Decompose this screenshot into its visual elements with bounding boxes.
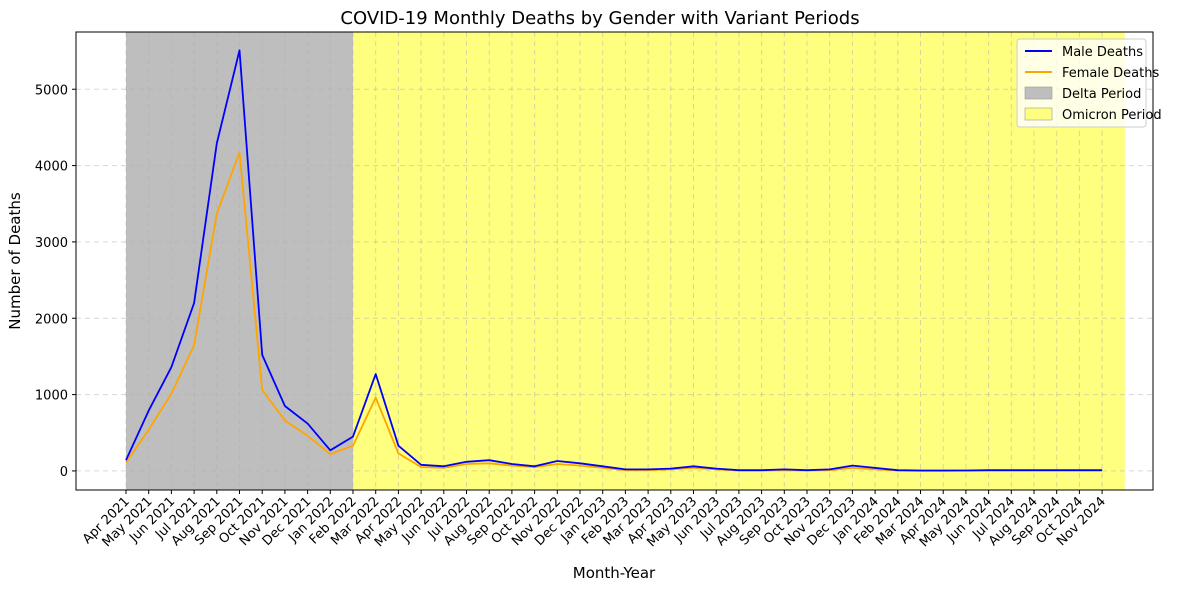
y-axis-label: Number of Deaths — [6, 192, 24, 330]
y-tick-label: 1000 — [35, 389, 68, 404]
legend-swatch — [1024, 86, 1053, 100]
legend-swatch — [1024, 107, 1053, 121]
legend-label: Male Deaths — [1062, 45, 1143, 60]
y-tick-label: 4000 — [35, 160, 68, 175]
y-tick-label: 3000 — [35, 236, 68, 251]
y-tick-label: 2000 — [35, 312, 68, 327]
chart-title: COVID-19 Monthly Deaths by Gender with V… — [340, 8, 859, 29]
legend-label: Delta Period — [1062, 87, 1141, 102]
plot-frame — [75, 31, 1154, 491]
series-line-male-deaths — [125, 49, 1103, 472]
y-axis: 0 1000 2000 3000 4000 5000 — [35, 83, 76, 480]
y-tick-label: 0 — [60, 465, 68, 480]
y-tick-label: 5000 — [35, 83, 68, 98]
x-axis-label: Month-Year — [573, 564, 656, 582]
legend-label: Omicron Period — [1062, 108, 1162, 123]
grid-lines — [76, 32, 1153, 490]
series-lines — [125, 49, 1103, 472]
legend-label: Female Deaths — [1062, 66, 1159, 81]
legend[interactable]: Male Deaths Female Deaths Delta Period Omic… — [1016, 38, 1162, 128]
legend-box — [1016, 38, 1147, 128]
